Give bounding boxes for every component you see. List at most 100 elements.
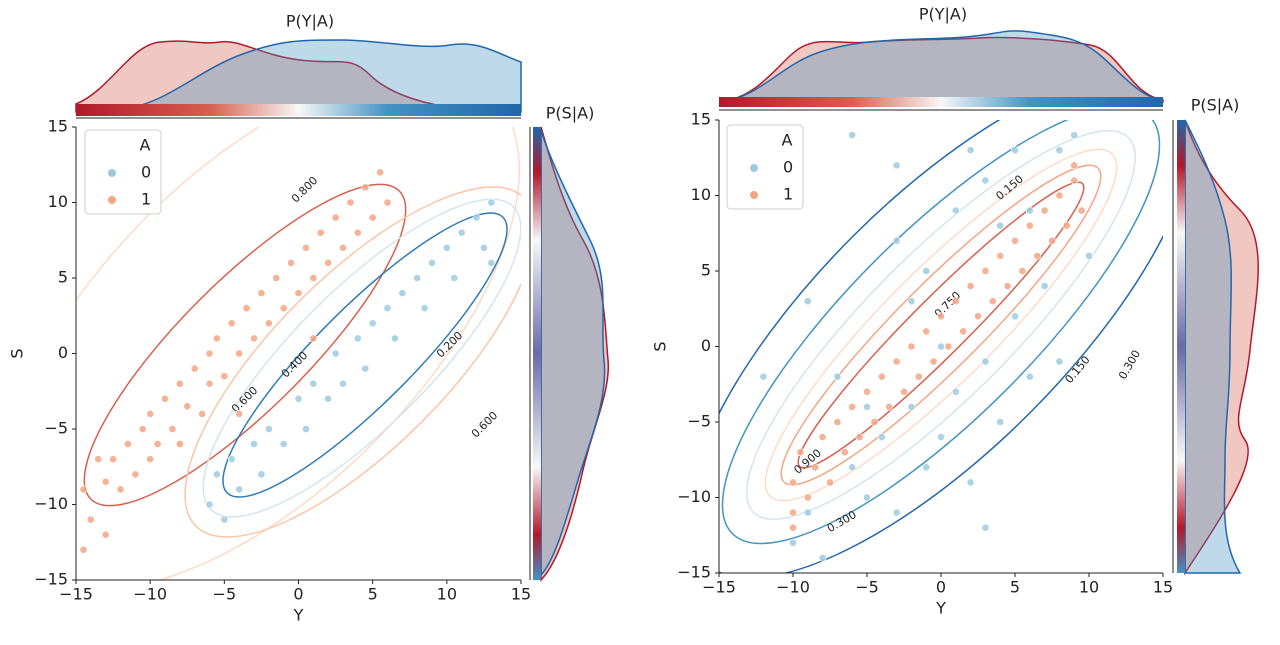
point [1055,146,1064,155]
point [480,243,488,252]
point [346,198,355,207]
point [1025,372,1034,381]
point [153,440,162,448]
point [257,470,266,479]
point [316,228,325,237]
point [981,176,990,185]
legend-box [84,129,162,215]
density-side-a1 [540,126,610,582]
x-tick-label: 10 [1079,578,1099,597]
point [450,274,459,282]
color-strip [1177,120,1185,573]
legend-label: 1 [783,185,793,204]
y-tick-label: −10 [677,487,711,506]
point [146,455,155,464]
y-tick-label: 10 [48,192,68,211]
x-tick-label: 15 [511,585,531,604]
point [383,304,392,313]
marginal-title: P(Y|A) [919,5,967,24]
point [220,515,229,524]
contour [83,183,407,507]
x-tick-label: 10 [437,585,457,604]
point [272,274,281,282]
point [789,538,797,547]
density-side-a0 [540,129,606,577]
legend-marker [108,169,116,177]
density-top-a0 [718,30,1164,103]
point [855,433,864,441]
point [235,349,244,358]
x-axis-label: Y [293,606,304,625]
contour-label: 0.150 [993,173,1025,203]
y-tick-label: −15 [34,570,68,589]
x-tick-label: −15 [702,578,736,597]
point [907,297,916,306]
point [116,485,125,494]
point [279,304,288,313]
point [803,297,812,306]
point [235,485,244,494]
point [487,198,496,207]
x-tick-label: −15 [59,585,93,604]
density-side-a1 [1184,119,1259,576]
x-tick-label: 5 [1010,578,1020,597]
y-tick-label: −5 [687,412,711,431]
point [161,394,169,403]
point [892,236,901,245]
point [368,213,377,222]
point [892,508,901,517]
point [1003,282,1012,290]
point [294,394,303,403]
point [420,304,429,313]
point [1040,206,1049,215]
point [944,342,953,351]
point [146,409,155,418]
density-top-a1 [718,36,1164,103]
point [79,545,88,554]
y-tick-label: −15 [677,563,711,582]
contour [780,164,1102,486]
point [1077,206,1086,215]
point [966,478,975,487]
point [966,282,975,290]
point [86,515,95,524]
y-tick-label: 0 [701,336,711,355]
color-strip [719,97,1163,107]
y-tick-label: 5 [58,268,68,287]
panel-right-decor [718,30,1259,576]
contour [222,212,508,498]
point [959,327,968,336]
point [848,131,857,139]
point [803,493,812,502]
x-tick-label: −5 [213,585,237,604]
point [900,387,908,396]
point [811,463,820,472]
point [863,493,871,502]
point [789,523,797,532]
legend-title: A [140,136,151,155]
point [309,274,318,282]
y-tick-label: 15 [691,110,711,129]
point [929,357,938,366]
point [391,334,399,343]
point [937,342,945,351]
contour [797,181,1085,469]
point [138,425,147,433]
point [101,530,110,539]
point [242,304,251,313]
point [907,342,916,351]
point [353,334,362,343]
point [213,334,221,343]
point [361,364,370,373]
point [833,372,842,381]
point [1070,176,1079,185]
x-tick-label: −10 [133,585,167,604]
point [309,379,318,388]
point [1025,206,1034,215]
point [1040,282,1049,290]
x-tick-label: 5 [368,585,378,604]
y-axis-label: S [8,348,27,358]
point [79,485,88,494]
point [885,402,894,411]
legend-box [726,124,804,210]
